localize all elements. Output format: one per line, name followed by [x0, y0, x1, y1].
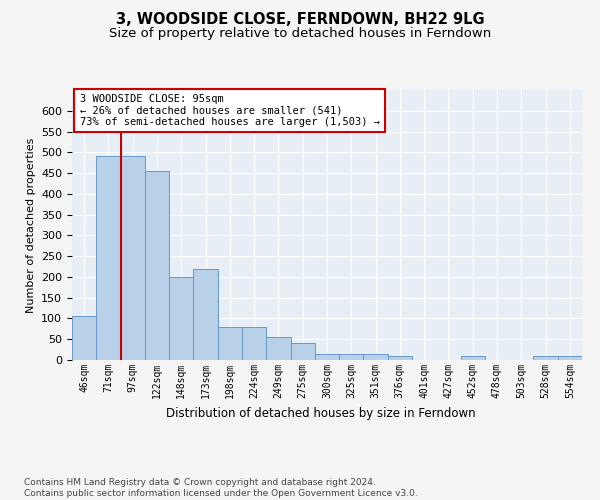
- Bar: [315, 354, 339, 360]
- Y-axis label: Number of detached properties: Number of detached properties: [26, 138, 35, 312]
- Bar: [145, 171, 169, 360]
- Bar: [533, 356, 558, 360]
- Bar: [121, 156, 145, 360]
- Bar: [339, 354, 364, 360]
- Text: 3 WOODSIDE CLOSE: 95sqm
← 26% of detached houses are smaller (541)
73% of semi-d: 3 WOODSIDE CLOSE: 95sqm ← 26% of detache…: [80, 94, 380, 127]
- Bar: [218, 327, 242, 360]
- Text: Size of property relative to detached houses in Ferndown: Size of property relative to detached ho…: [109, 28, 491, 40]
- Bar: [266, 337, 290, 360]
- Bar: [388, 356, 412, 360]
- Bar: [290, 344, 315, 360]
- Text: Distribution of detached houses by size in Ferndown: Distribution of detached houses by size …: [166, 408, 476, 420]
- Bar: [364, 354, 388, 360]
- Bar: [72, 316, 96, 360]
- Bar: [96, 156, 121, 360]
- Bar: [461, 356, 485, 360]
- Text: 3, WOODSIDE CLOSE, FERNDOWN, BH22 9LG: 3, WOODSIDE CLOSE, FERNDOWN, BH22 9LG: [116, 12, 484, 28]
- Bar: [558, 356, 582, 360]
- Bar: [193, 268, 218, 360]
- Text: Contains HM Land Registry data © Crown copyright and database right 2024.
Contai: Contains HM Land Registry data © Crown c…: [24, 478, 418, 498]
- Bar: [169, 277, 193, 360]
- Bar: [242, 327, 266, 360]
